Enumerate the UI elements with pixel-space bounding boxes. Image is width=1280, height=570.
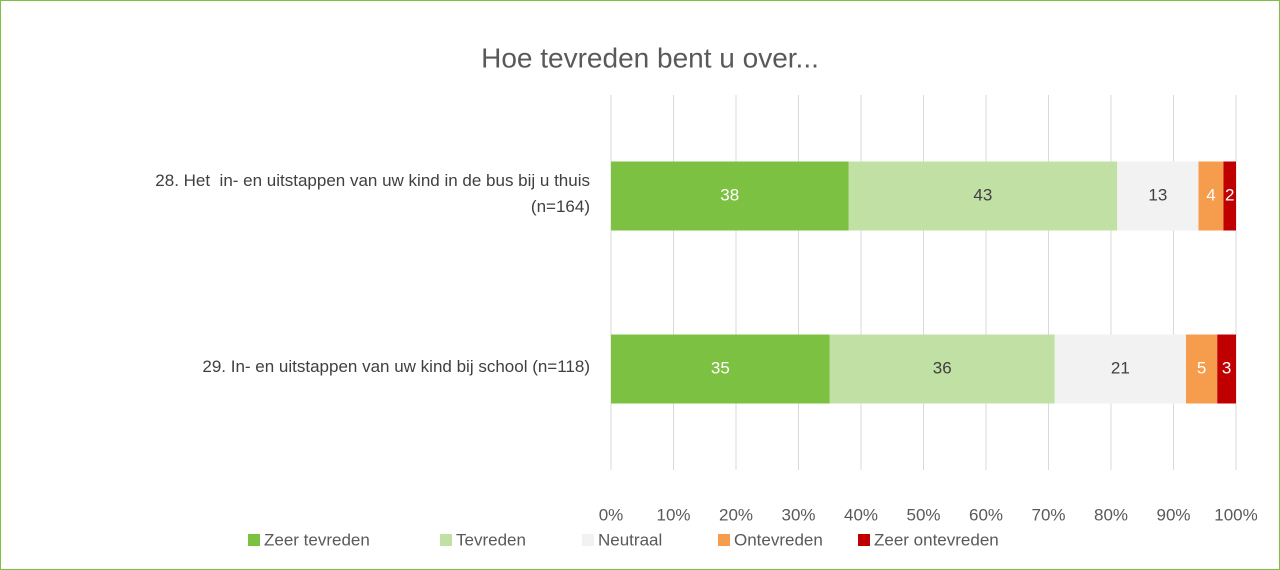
data-label: 43 [973, 185, 992, 204]
x-tick-label: 100% [1214, 505, 1257, 524]
data-label: 38 [720, 185, 739, 204]
data-label: 21 [1111, 358, 1130, 377]
bar-segment [848, 161, 1118, 231]
x-tick-label: 20% [719, 505, 753, 524]
bar-segment [1186, 334, 1218, 404]
x-tick-label: 60% [969, 505, 1003, 524]
x-tick-label: 0% [599, 505, 624, 524]
x-tick-label: 10% [656, 505, 690, 524]
bar-segment [1117, 161, 1199, 231]
bar-segment [1054, 334, 1186, 404]
legend-label: Ontevreden [734, 530, 823, 549]
x-tick-label: 90% [1156, 505, 1190, 524]
x-tick-label: 40% [844, 505, 878, 524]
legend-swatch [858, 534, 870, 546]
bar-segment [611, 334, 830, 404]
x-tick-label: 50% [906, 505, 940, 524]
legend-label: Zeer tevreden [264, 530, 370, 549]
bar-segment [1198, 161, 1224, 231]
bar-segment [1217, 334, 1236, 404]
x-tick-label: 80% [1094, 505, 1128, 524]
data-label: 4 [1206, 185, 1215, 204]
data-label: 2 [1225, 185, 1234, 204]
data-label: 3 [1222, 358, 1231, 377]
data-label: 5 [1197, 358, 1206, 377]
legend-label: Tevreden [456, 530, 526, 549]
bar-segment [1223, 161, 1236, 231]
legend-swatch [718, 534, 730, 546]
data-label: 35 [711, 358, 730, 377]
bar-segment [611, 161, 849, 231]
data-label: 13 [1148, 185, 1167, 204]
legend-label: Neutraal [598, 530, 662, 549]
bar-segment [829, 334, 1055, 404]
chart-title: Hoe tevreden bent u over... [481, 42, 819, 73]
data-label: 36 [933, 358, 952, 377]
x-tick-label: 30% [781, 505, 815, 524]
category-label: 28. Het in- en uitstappen van uw kind in… [155, 171, 590, 216]
legend-swatch [582, 534, 594, 546]
legend-swatch [440, 534, 452, 546]
legend-swatch [248, 534, 260, 546]
legend-label: Zeer ontevreden [874, 530, 999, 549]
category-label: 29. In- en uitstappen van uw kind bij sc… [202, 357, 590, 376]
x-tick-label: 70% [1031, 505, 1065, 524]
